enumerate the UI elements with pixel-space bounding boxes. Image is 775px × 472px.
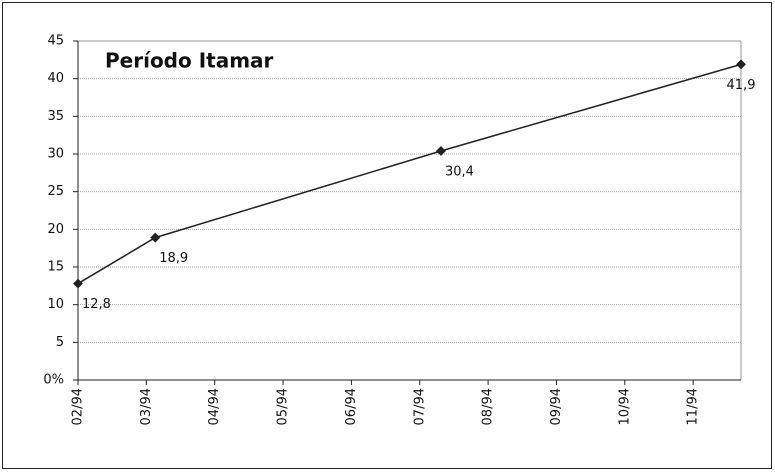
x-tick-label: 06/94 xyxy=(344,388,359,425)
data-label: 12,8 xyxy=(82,297,111,312)
x-tick-label: 04/94 xyxy=(207,388,222,425)
y-tick-label: 45 xyxy=(47,34,64,49)
data-label: 41,9 xyxy=(727,78,756,93)
marker xyxy=(435,146,446,156)
y-tick-label: 0% xyxy=(43,373,64,388)
chart-title: Período Itamar xyxy=(105,49,274,73)
y-tick-label: 30 xyxy=(47,147,64,162)
marker xyxy=(150,232,161,243)
data-label: 30,4 xyxy=(445,164,474,179)
x-tick-label: 08/94 xyxy=(481,388,496,425)
x-tick-label: 05/94 xyxy=(276,388,291,425)
x-tick-label: 11/94 xyxy=(686,388,701,425)
marker xyxy=(736,59,746,70)
y-tick-label: 40 xyxy=(47,71,64,86)
line xyxy=(77,63,742,285)
y-tick-label: 10 xyxy=(47,297,64,312)
x-tick-label: 03/94 xyxy=(139,388,154,425)
y-tick-label: 20 xyxy=(47,222,64,237)
x-tick-label: 10/94 xyxy=(617,388,632,425)
y-tick-label: 25 xyxy=(47,184,64,199)
x-tick-label: 09/94 xyxy=(549,388,564,425)
data-label: 18,9 xyxy=(159,251,188,266)
x-tick-label: 02/94 xyxy=(71,388,86,425)
y-tick-label: 35 xyxy=(47,109,64,124)
x-tick-label: 07/94 xyxy=(412,388,427,425)
y-tick-label: 5 xyxy=(56,335,64,350)
y-tick-label: 15 xyxy=(47,260,64,275)
